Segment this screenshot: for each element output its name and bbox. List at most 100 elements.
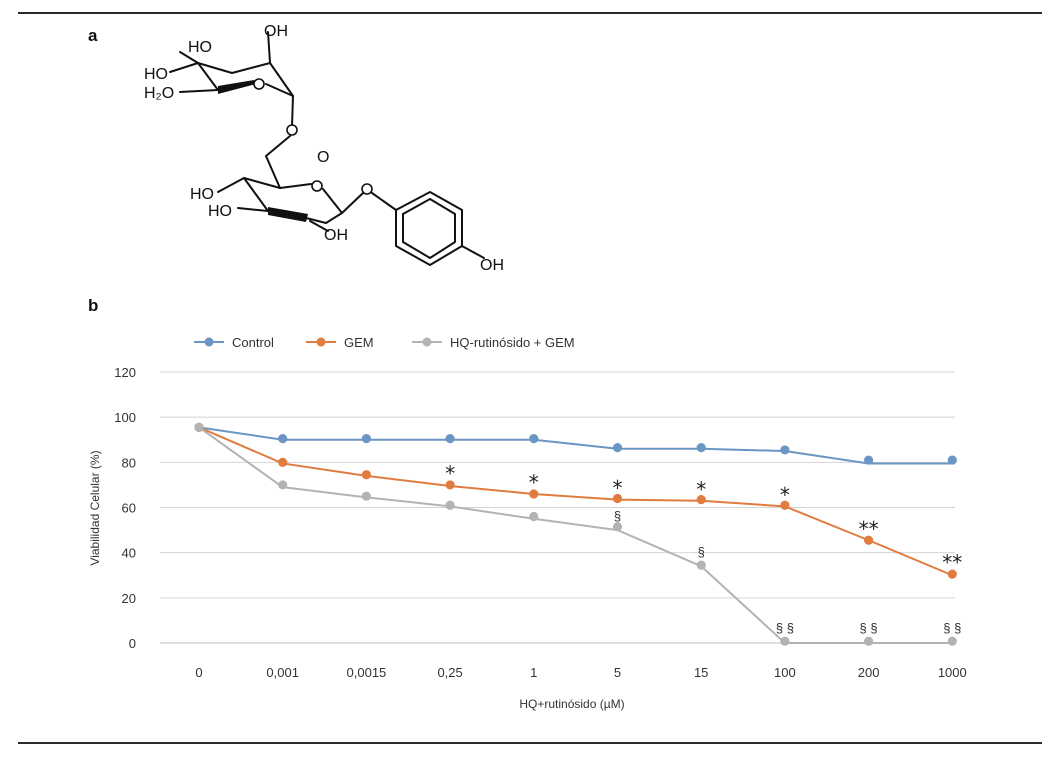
atom-label-ho: HO <box>144 66 168 83</box>
y-tick-label: 120 <box>114 365 136 380</box>
significance-star: * <box>613 476 623 500</box>
significance-star: * <box>445 461 455 485</box>
data-point <box>612 493 623 504</box>
data-point <box>947 455 957 465</box>
legend-label: Control <box>232 335 274 350</box>
significance-star: * <box>529 471 539 495</box>
legend-marker <box>204 337 214 347</box>
data-point <box>278 457 288 467</box>
bond <box>322 188 343 214</box>
legend-marker <box>422 337 432 347</box>
atom-label-h2o: H₂O <box>144 85 174 102</box>
bond <box>461 245 485 259</box>
bond <box>371 192 397 211</box>
data-point <box>361 491 371 501</box>
bond <box>269 62 294 97</box>
atom-label-ho: HO <box>190 186 214 203</box>
bond <box>197 62 219 91</box>
bottom-rule <box>18 742 1042 744</box>
panel-b-label: b <box>88 296 99 315</box>
y-tick-label: 80 <box>122 455 136 470</box>
data-point <box>864 636 874 646</box>
atom-label-oh: OH <box>480 257 504 274</box>
data-point <box>361 434 371 444</box>
atom-label-o: O <box>317 149 329 166</box>
significance-section: § § <box>776 620 794 635</box>
legend-label: GEM <box>344 335 374 350</box>
data-point <box>445 434 455 444</box>
x-tick-label: 5 <box>614 665 621 680</box>
bond <box>179 51 199 64</box>
y-tick-label: 100 <box>114 410 136 425</box>
x-tick-label: 100 <box>774 665 796 680</box>
bond <box>305 217 327 224</box>
data-point <box>780 636 790 646</box>
x-tick-label: 1 <box>530 665 537 680</box>
series-points <box>194 422 957 646</box>
significance-star: ** <box>859 517 879 541</box>
data-point <box>696 494 706 505</box>
bond <box>243 177 281 189</box>
x-tick-label: 0,001 <box>266 665 299 680</box>
x-tick-label: 15 <box>694 665 708 680</box>
atom-label-oh: OH <box>324 227 348 244</box>
significance-star: * <box>780 483 790 507</box>
benzene-inner-ring <box>402 198 456 259</box>
bond <box>231 62 271 74</box>
data-point <box>445 480 455 490</box>
data-point <box>780 500 790 510</box>
hq-rutinoside-structure: HO OH HO H₂O O HO HO OH OH <box>144 23 504 274</box>
data-point <box>864 455 874 465</box>
significance-star: * <box>696 477 706 501</box>
y-tick-label: 40 <box>122 546 136 561</box>
x-axis-label: HQ+rutinósido (µM) <box>519 697 624 711</box>
series-line <box>198 426 953 644</box>
bond <box>325 212 343 224</box>
ring-oxygen <box>311 180 323 192</box>
bond <box>265 135 291 157</box>
x-tick-label: 200 <box>858 665 880 680</box>
bond <box>341 192 364 214</box>
y-tick-label: 20 <box>122 591 136 606</box>
legend-label: HQ-rutinósido + GEM <box>450 335 575 350</box>
y-axis-label: Viabilidad Celular (%) <box>88 450 102 565</box>
data-point <box>612 522 623 532</box>
series-line <box>198 426 953 465</box>
x-tick-label: 0,25 <box>437 665 462 680</box>
data-point <box>696 443 706 453</box>
wedge-bond <box>268 207 308 222</box>
x-tick-label: 1000 <box>938 665 967 680</box>
data-point <box>612 443 623 453</box>
bond <box>279 183 312 189</box>
atom-label-ho: HO <box>188 39 212 56</box>
data-point <box>529 511 539 522</box>
significance-section: § <box>698 545 705 560</box>
significance-section: § <box>614 509 621 524</box>
data-point <box>696 560 706 570</box>
y-tick-label: 0 <box>129 636 136 651</box>
bond <box>197 62 233 74</box>
series-lines <box>198 426 953 644</box>
bond <box>265 83 294 97</box>
data-point <box>780 445 790 455</box>
gridlines <box>160 371 955 644</box>
glycosidic-oxygen <box>361 183 373 195</box>
data-point <box>361 470 371 480</box>
data-point <box>194 422 204 432</box>
significance-section: § § <box>943 620 961 635</box>
significance-star: ** <box>942 551 962 575</box>
top-rule <box>18 12 1042 14</box>
ring-oxygen <box>253 78 265 90</box>
bond <box>291 95 294 127</box>
bond <box>237 207 269 212</box>
data-point <box>445 500 455 510</box>
series-line <box>198 426 953 577</box>
wedge-bond <box>218 80 256 94</box>
atom-label-ho: HO <box>208 203 232 220</box>
data-point <box>529 434 539 444</box>
data-point <box>278 480 288 490</box>
bond <box>169 62 199 73</box>
data-point <box>947 569 957 579</box>
bond <box>179 89 219 93</box>
atom-label-oh: OH <box>264 23 288 40</box>
